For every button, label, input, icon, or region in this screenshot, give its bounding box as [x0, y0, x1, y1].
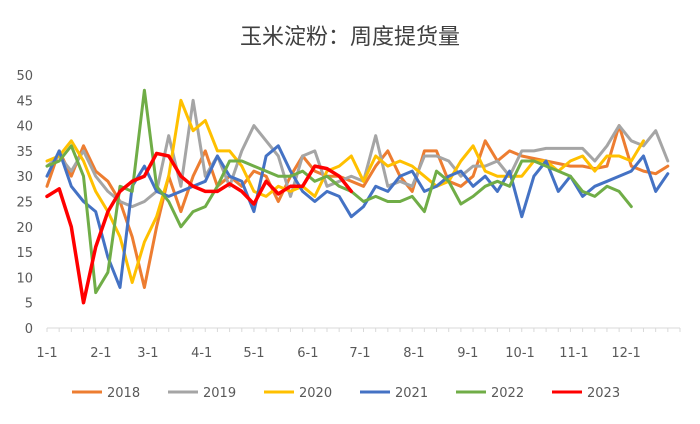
y-tick-label: 35 — [16, 145, 33, 160]
y-tick-label: 0 — [25, 322, 33, 337]
legend-label-2019: 2019 — [203, 386, 236, 401]
legend-label-2022: 2022 — [491, 386, 524, 401]
legend-label-2018: 2018 — [107, 386, 140, 401]
y-tick-label: 45 — [16, 94, 33, 109]
legend-label-2020: 2020 — [299, 386, 332, 401]
y-tick-label: 10 — [16, 271, 33, 286]
x-tick-label: 10-1 — [505, 346, 535, 361]
plot-area — [45, 88, 670, 305]
x-axis: 1-1 2-1 3-1 4-1 5-1 6-1 7-1 8-1 9-1 10-1 11-1 12-1 — [36, 327, 681, 361]
series-line-2021 — [45, 144, 670, 289]
legend: 2018 2019 2020 2021 2022 2023 — [72, 386, 620, 401]
y-tick-label: 40 — [16, 120, 33, 135]
x-tick-label: 4-1 — [191, 346, 212, 361]
y-tick-label: 50 — [16, 69, 33, 84]
x-tick-label: 11-1 — [559, 346, 589, 361]
series-line-2023 — [45, 151, 354, 305]
y-axis: 0 5 10 15 20 25 30 35 40 45 50 — [16, 69, 33, 337]
x-tick-label: 2-1 — [90, 346, 111, 361]
chart-title: 玉米淀粉：周度提货量 — [240, 25, 460, 50]
y-tick-label: 30 — [16, 170, 33, 185]
x-tick-label: 5-1 — [243, 346, 264, 361]
x-tick-label: 3-1 — [137, 346, 158, 361]
x-tick-label: 9-1 — [457, 346, 478, 361]
series-line-2020 — [45, 98, 645, 284]
series-line-2019 — [45, 98, 670, 209]
x-tick-label: 1-1 — [36, 346, 57, 361]
legend-label-2023: 2023 — [587, 386, 620, 401]
series-line-2022 — [45, 88, 633, 295]
y-tick-label: 20 — [16, 221, 33, 236]
y-tick-label: 15 — [16, 246, 33, 261]
x-tick-label: 7-1 — [349, 346, 370, 361]
y-tick-label: 25 — [16, 196, 33, 211]
legend-label-2021: 2021 — [395, 386, 428, 401]
x-tick-label: 8-1 — [403, 346, 424, 361]
x-tick-label: 12-1 — [611, 346, 641, 361]
y-tick-label: 5 — [25, 297, 33, 312]
x-tick-label: 6-1 — [297, 346, 318, 361]
